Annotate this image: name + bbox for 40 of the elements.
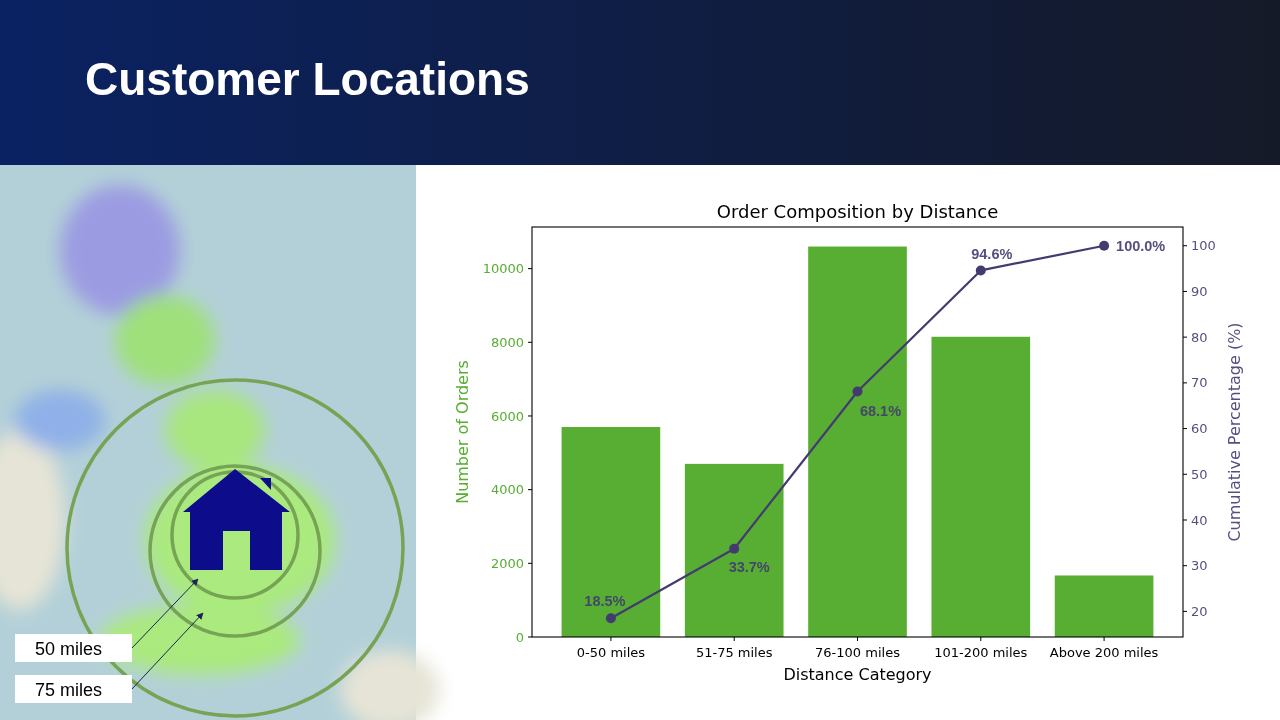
point — [852, 386, 863, 397]
point — [605, 613, 616, 624]
point — [975, 265, 986, 276]
y2-tick-label: 90 — [1191, 284, 1208, 299]
y-tick-label: 6000 — [490, 408, 524, 424]
x-tick-label: 76-100 miles — [815, 645, 901, 660]
bar — [931, 336, 1031, 637]
data-label: 94.6% — [971, 246, 1013, 263]
y-tick-label: 0 — [515, 629, 524, 645]
x-tick-label: 51-75 miles — [695, 645, 773, 660]
y2-tick-label: 60 — [1191, 421, 1208, 437]
y-tick-label: 4000 — [490, 482, 524, 498]
chart-subtitle: Order Composition by Distance — [716, 201, 999, 222]
y-tick-label: 8000 — [490, 334, 524, 350]
data-label: 100.0% — [1116, 237, 1166, 254]
point — [729, 543, 740, 554]
bar — [684, 463, 784, 637]
y2-tick-label: 20 — [1191, 603, 1208, 619]
y2-tick-label: 40 — [1191, 512, 1208, 528]
y-tick-label: 10000 — [482, 261, 524, 277]
y-axis-title: Number of Orders — [453, 360, 472, 504]
y2-tick-label: 80 — [1191, 329, 1208, 345]
y2-tick-label: 100 — [1191, 238, 1216, 254]
point — [1099, 240, 1110, 251]
data-label: 33.7% — [728, 558, 770, 575]
bar — [561, 427, 661, 637]
y2-tick-label: 70 — [1191, 375, 1208, 391]
data-label: 18.5% — [584, 593, 626, 610]
y2-tick-label: 30 — [1191, 558, 1208, 574]
x-tick-label: Above 200 miles — [1049, 645, 1159, 660]
y2-tick-label: 50 — [1191, 466, 1208, 482]
y2-axis-title: Cumulative Percentage (%) — [1225, 322, 1244, 542]
data-label: 68.1% — [859, 402, 902, 419]
x-tick-label: 0-50 miles — [576, 645, 646, 660]
y-tick-label: 2000 — [490, 555, 524, 571]
chart-title: Customer Locations — [85, 53, 530, 105]
bar — [808, 246, 907, 637]
bar — [1054, 575, 1154, 637]
x-tick-label: 101-200 miles — [934, 645, 1028, 660]
x-axis-title: Distance Category — [783, 665, 932, 684]
